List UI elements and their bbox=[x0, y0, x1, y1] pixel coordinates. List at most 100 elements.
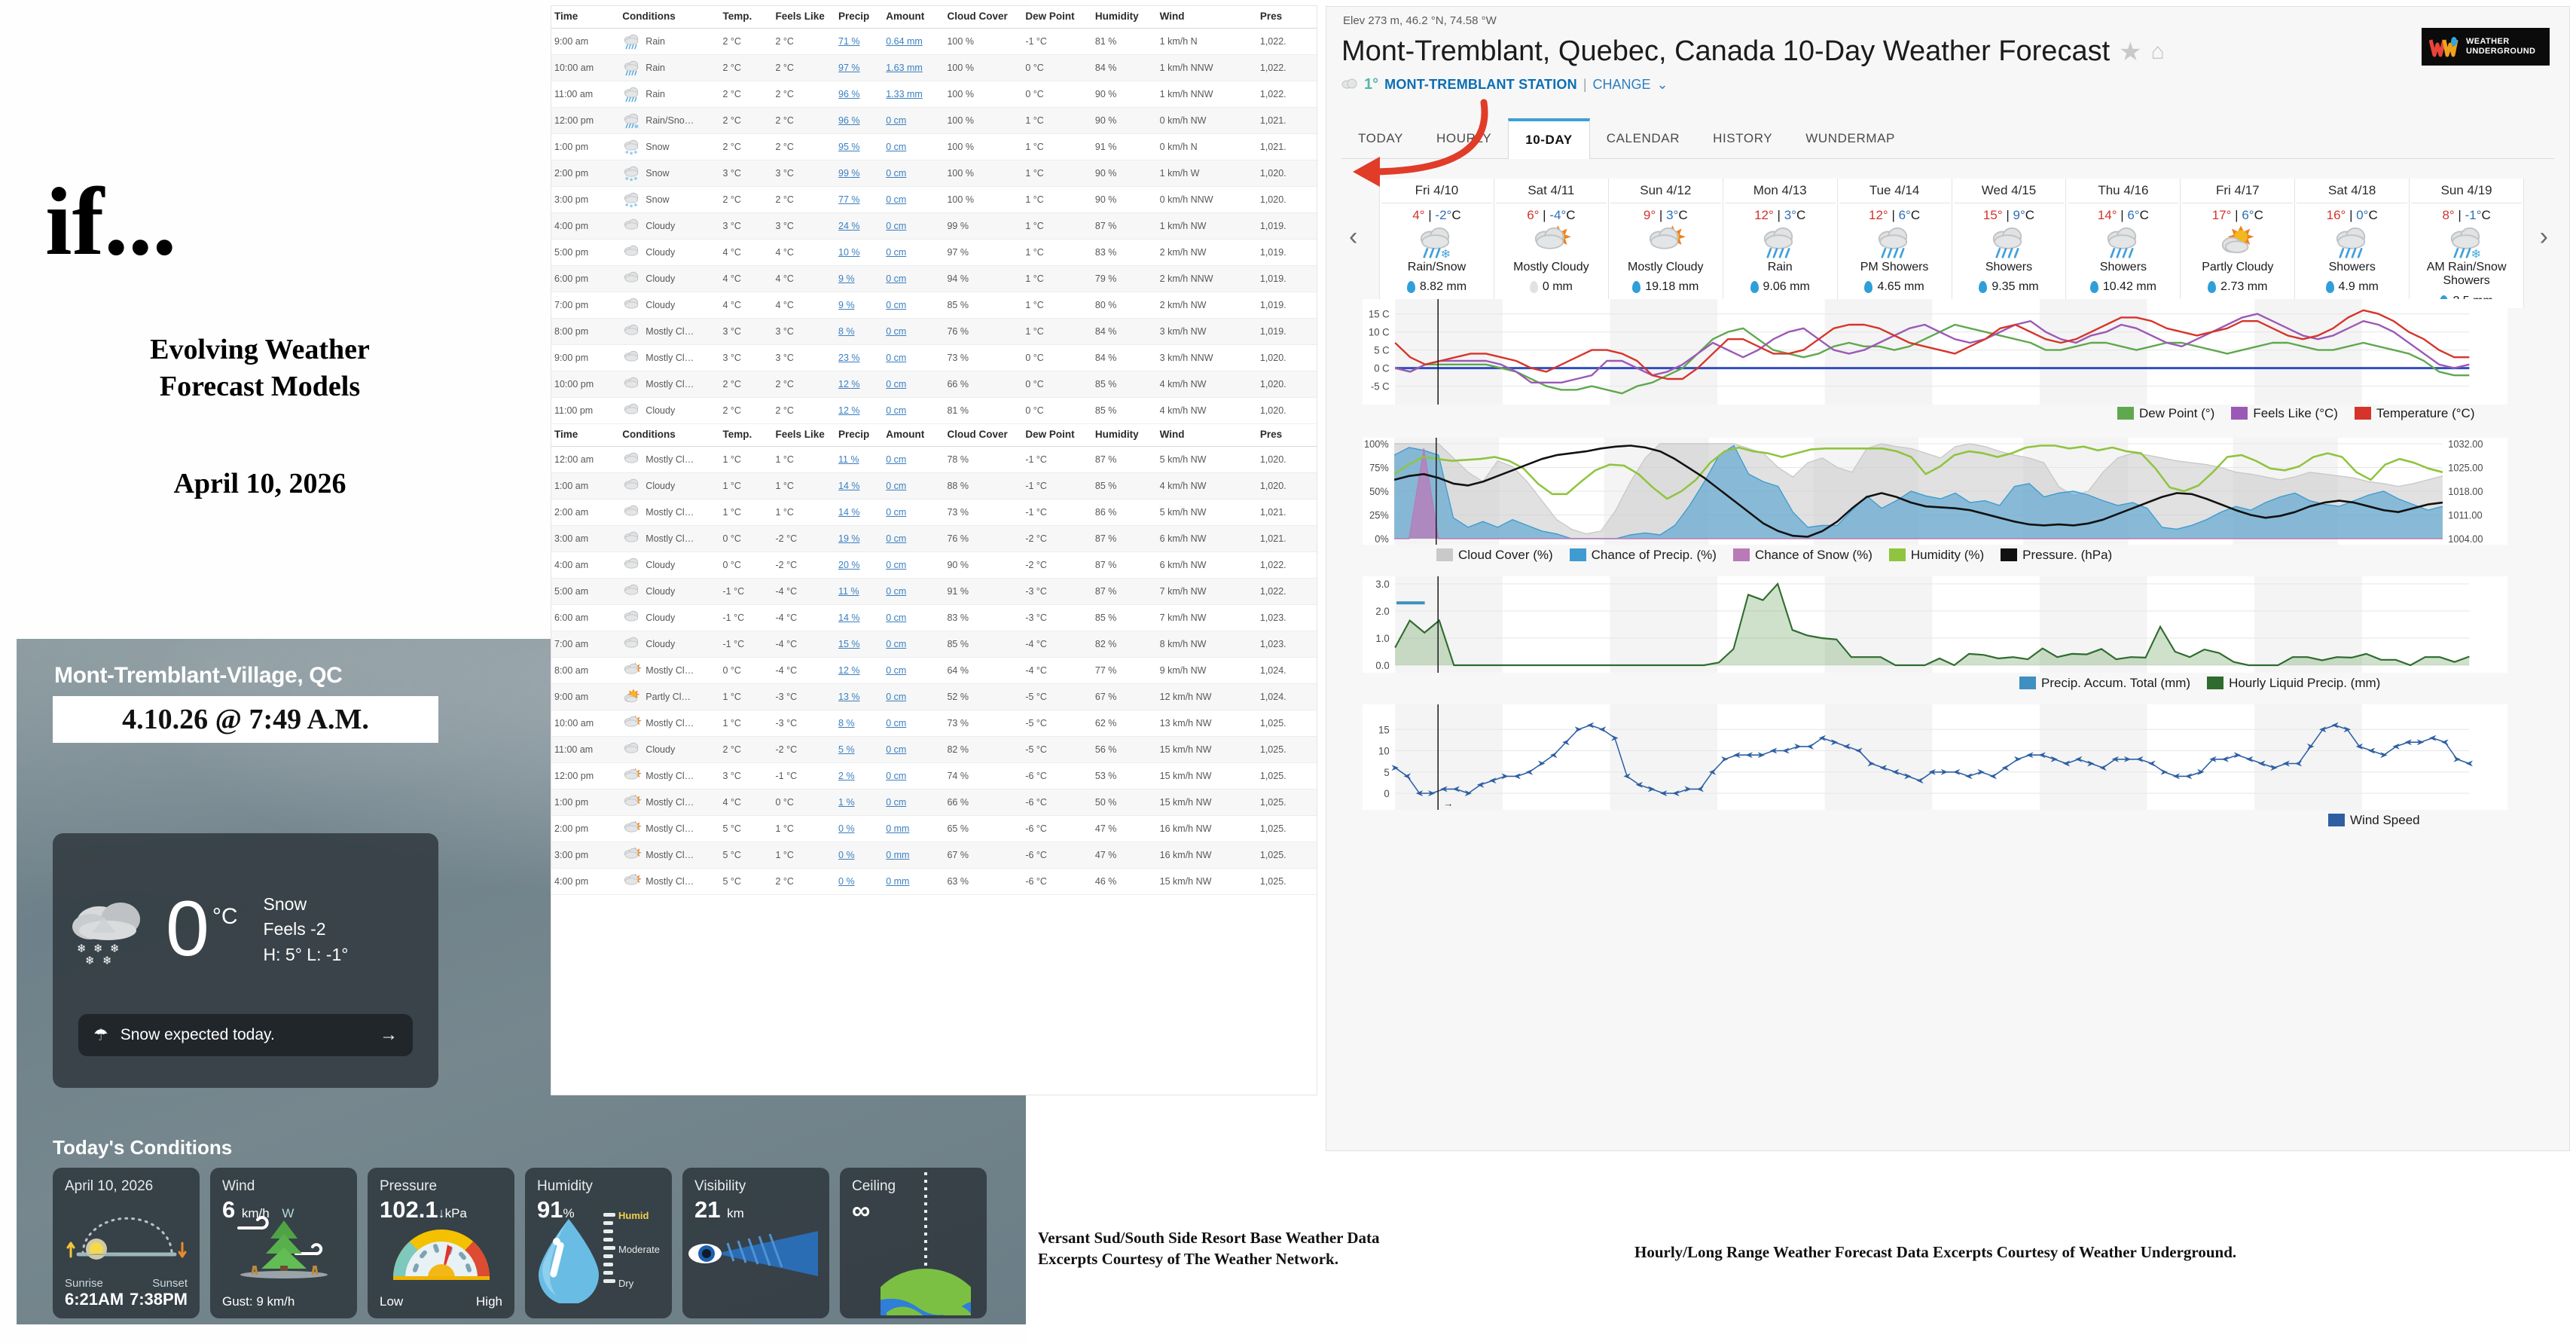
day-forecast-card[interactable]: Tue 4/14 12° | 6°C PM Showers 4.65 mm bbox=[1836, 179, 1952, 308]
cell-amount[interactable]: 0 cm bbox=[883, 762, 945, 790]
cell-amount-link[interactable]: 0 cm bbox=[886, 142, 907, 152]
table-row[interactable]: 1:00 am Cloudy 1 °C 1 °C 14 % 0 cm 88 % -1 °C 8… bbox=[551, 472, 1317, 499]
wind-speed-chart[interactable]: 15 10 5 0 → bbox=[1363, 704, 2507, 810]
table-row[interactable]: 6:00 am Cloudy -1 °C -4 °C 14 % 0 cm 83 % -3 °… bbox=[551, 604, 1317, 631]
cell-amount[interactable]: 0 cm bbox=[883, 292, 945, 319]
cell-amount[interactable]: 0 cm bbox=[883, 160, 945, 187]
cell-amount[interactable]: 0 mm bbox=[883, 815, 945, 842]
condition-card-ceiling[interactable]: Ceiling ∞ bbox=[840, 1168, 987, 1318]
cell-precip-link[interactable]: 11 % bbox=[838, 586, 859, 597]
chevron-down-icon[interactable]: ⌄ bbox=[1656, 77, 1668, 92]
column-header[interactable]: Conditions bbox=[619, 6, 720, 29]
favorite-star-icon[interactable]: ★ bbox=[2119, 37, 2142, 66]
day-forecast-card[interactable]: Sun 4/198° | -1°C ❄AM Rain/Snow Showers2… bbox=[2409, 179, 2525, 308]
table-row[interactable]: 2:00 am Mostly Cl… 1 °C 1 °C 14 % 0 cm 73 % -1… bbox=[551, 499, 1317, 526]
cell-amount[interactable]: 0 cm bbox=[883, 133, 945, 160]
cell-amount-link[interactable]: 0 cm bbox=[886, 507, 907, 518]
cell-precip[interactable]: 2 % bbox=[835, 762, 884, 790]
next-days-arrow[interactable]: › bbox=[2539, 222, 2548, 251]
cell-precip-link[interactable]: 14 % bbox=[838, 481, 860, 491]
table-row[interactable]: 3:00 pm Mostly Cl… 5 °C 1 °C 0 % 0 mm 67 % -6 … bbox=[551, 842, 1317, 869]
table-row[interactable]: 5:00 pm Cloudy 4 °C 4 °C 10 % 0 cm 97 % 1 °C 83… bbox=[551, 239, 1317, 266]
column-header[interactable]: Amount bbox=[883, 6, 945, 29]
cell-precip[interactable]: 0 % bbox=[835, 868, 884, 895]
day-forecast-card[interactable]: Mon 4/13 12° | 3°C Rain 9.06 mm bbox=[1722, 179, 1837, 308]
table-row[interactable]: 10:00 am Mostly Cl… 1 °C -3 °C 8 % 0 cm 73 % -… bbox=[551, 710, 1317, 737]
cell-precip-link[interactable]: 14 % bbox=[838, 612, 860, 623]
cell-precip[interactable]: 11 % bbox=[835, 446, 884, 473]
cell-amount-link[interactable]: 0 mm bbox=[886, 823, 910, 834]
cell-precip-link[interactable]: 15 % bbox=[838, 639, 860, 649]
column-header[interactable]: Wind bbox=[1156, 6, 1257, 29]
change-station-link[interactable]: CHANGE bbox=[1592, 77, 1651, 92]
cell-precip-link[interactable]: 0 % bbox=[838, 823, 855, 834]
table-row[interactable]: 6:00 pm Cloudy 4 °C 4 °C 9 % 0 cm 94 % 1 °C 79 … bbox=[551, 265, 1317, 292]
precipitation-chart[interactable]: 3.0 2.0 1.0 0.0 bbox=[1363, 576, 2507, 673]
cell-amount-link[interactable]: 0 cm bbox=[886, 744, 907, 755]
cell-amount-link[interactable]: 0 cm bbox=[886, 194, 907, 205]
column-header[interactable]: Dew Point bbox=[1022, 424, 1092, 447]
cell-precip[interactable]: 14 % bbox=[835, 472, 884, 499]
column-header[interactable]: Amount bbox=[883, 424, 945, 447]
column-header[interactable]: Temp. bbox=[719, 424, 773, 447]
cell-amount[interactable]: 1.63 mm bbox=[883, 54, 945, 81]
cell-amount[interactable]: 0 cm bbox=[883, 107, 945, 134]
cell-precip[interactable]: 19 % bbox=[835, 525, 884, 552]
cell-precip[interactable]: 12 % bbox=[835, 371, 884, 398]
cell-amount[interactable]: 0 cm bbox=[883, 472, 945, 499]
column-header[interactable]: Temp. bbox=[719, 6, 773, 29]
station-name[interactable]: MONT-TREMBLANT STATION bbox=[1384, 77, 1577, 92]
cell-amount[interactable]: 0 cm bbox=[883, 265, 945, 292]
day-forecast-card[interactable]: Sat 4/11 6° | -4°C Mostly Cloudy 0 mm bbox=[1493, 179, 1608, 308]
ten-day-forecast-cards[interactable]: ‹ › Fri 4/10 4° | -2°C ❄ Rain/Snow 8.82 mm S… bbox=[1343, 179, 2554, 308]
cell-precip[interactable]: 96 % bbox=[835, 81, 884, 108]
column-header[interactable]: Precip bbox=[835, 424, 884, 447]
column-header[interactable]: Feels Like bbox=[772, 6, 836, 29]
cell-precip-link[interactable]: 96 % bbox=[838, 115, 860, 126]
column-header[interactable]: Time bbox=[551, 6, 620, 29]
table-row[interactable]: 1:00 pm ❄ ❄ ❄ Snow 2 °C 2 °C 95 % 0 cm 100 % 1 °C… bbox=[551, 133, 1317, 160]
column-header[interactable]: Precip bbox=[835, 6, 884, 29]
cell-precip-link[interactable]: 71 % bbox=[838, 36, 860, 47]
table-row[interactable]: 2:00 pm Mostly Cl… 5 °C 1 °C 0 % 0 mm 65 % -6 … bbox=[551, 815, 1317, 842]
chevron-right-icon[interactable]: → bbox=[380, 1025, 398, 1045]
table-row[interactable]: 4:00 pm Mostly Cl… 5 °C 2 °C 0 % 0 mm 63 % -6 … bbox=[551, 868, 1317, 895]
cell-precip-link[interactable]: 99 % bbox=[838, 168, 860, 179]
cell-amount-link[interactable]: 1.33 mm bbox=[886, 89, 923, 99]
cell-precip-link[interactable]: 0 % bbox=[838, 876, 855, 887]
condition-card-visibility[interactable]: Visibility 21 km bbox=[682, 1168, 829, 1318]
cell-precip-link[interactable]: 96 % bbox=[838, 89, 860, 99]
cell-amount[interactable]: 0 cm bbox=[883, 578, 945, 605]
cell-precip[interactable]: 0 % bbox=[835, 815, 884, 842]
condition-card-wind[interactable]: Wind 6 km/h W bbox=[210, 1168, 357, 1318]
table-row[interactable]: 7:00 pm Cloudy 4 °C 4 °C 9 % 0 cm 85 % 1 °C 80 … bbox=[551, 292, 1317, 319]
column-header[interactable]: Pres bbox=[1256, 424, 1317, 447]
cell-amount-link[interactable]: 0 cm bbox=[886, 533, 907, 544]
cell-amount-link[interactable]: 0 mm bbox=[886, 876, 910, 887]
column-header[interactable]: Feels Like bbox=[772, 424, 836, 447]
column-header[interactable]: Humidity bbox=[1091, 424, 1157, 447]
temperature-chart[interactable]: 15 C 10 C 5 C 0 C -5 C bbox=[1363, 299, 2507, 405]
table-row[interactable]: 10:00 pm Mostly Cl… 2 °C 2 °C 12 % 0 cm 66 % 0… bbox=[551, 371, 1317, 398]
cell-amount-link[interactable]: 0 cm bbox=[886, 247, 907, 258]
cell-amount-link[interactable]: 0 cm bbox=[886, 379, 907, 389]
day-forecast-card[interactable]: Wed 4/15 15° | 9°C Showers 9.35 mm bbox=[1951, 179, 2066, 308]
cell-precip[interactable]: 71 % bbox=[835, 28, 884, 55]
cell-amount-link[interactable]: 0 cm bbox=[886, 326, 907, 337]
cell-amount[interactable]: 0 cm bbox=[883, 212, 945, 240]
table-row[interactable]: 11:00 am Cloudy 2 °C -2 °C 5 % 0 cm 82 % -5 °C… bbox=[551, 736, 1317, 763]
cell-amount-link[interactable]: 1.63 mm bbox=[886, 63, 923, 73]
cell-precip[interactable]: 95 % bbox=[835, 133, 884, 160]
cell-precip[interactable]: 97 % bbox=[835, 54, 884, 81]
cell-amount-link[interactable]: 0 mm bbox=[886, 850, 910, 860]
cell-amount[interactable]: 0 cm bbox=[883, 371, 945, 398]
cell-precip-link[interactable]: 95 % bbox=[838, 142, 860, 152]
table-row[interactable]: 7:00 am Cloudy -1 °C -4 °C 15 % 0 cm 85 % -4 °… bbox=[551, 631, 1317, 658]
column-header[interactable]: Dew Point bbox=[1022, 6, 1092, 29]
day-forecast-card[interactable]: Fri 4/17 17° | 6°C Partly Cloudy 2.73 mm bbox=[2180, 179, 2295, 308]
cell-precip-link[interactable]: 19 % bbox=[838, 533, 860, 544]
cell-precip[interactable]: 10 % bbox=[835, 239, 884, 266]
cell-precip[interactable]: 0 % bbox=[835, 842, 884, 869]
cell-amount-link[interactable]: 0 cm bbox=[886, 586, 907, 597]
cell-amount-link[interactable]: 0 cm bbox=[886, 560, 907, 570]
